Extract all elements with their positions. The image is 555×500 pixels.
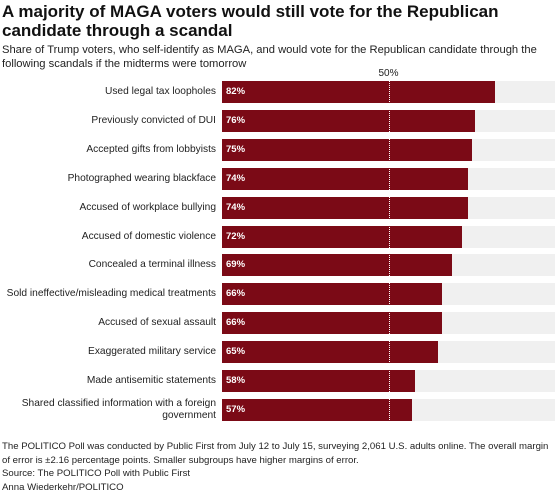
value-label: 58%	[226, 375, 246, 386]
y-tick-label: Concealed a terminal illness	[4, 250, 216, 280]
bar	[222, 370, 416, 392]
category-label: Accused of domestic violence	[81, 230, 216, 242]
bar	[222, 138, 472, 161]
y-tick-label: Accepted gifts from lobbyists	[4, 135, 216, 165]
y-tick-label: Shared classified information with a for…	[4, 395, 216, 425]
bar	[222, 167, 469, 190]
value-label: 74%	[226, 172, 246, 184]
credit: Anna Wiederkehr/POLITICO	[2, 481, 124, 493]
category-label: Shared classified information with a for…	[21, 397, 216, 421]
category-label: Photographed wearing blackface	[67, 172, 216, 184]
y-tick-label: Accused of domestic violence	[4, 222, 216, 252]
category-label: Sold ineffective/misleading medical trea…	[6, 288, 216, 300]
category-label: Accepted gifts from lobbyists	[86, 143, 216, 155]
footer: The POLITICO Poll was conducted by Publi…	[2, 440, 552, 494]
y-tick-label: Previously convicted of DUI	[4, 106, 216, 136]
source: Source: The POLITICO Poll with Public Fi…	[2, 468, 191, 479]
bar	[222, 283, 442, 306]
bar	[222, 196, 469, 219]
category-label: Used legal tax loopholes	[104, 86, 216, 97]
category-label: Accused of workplace bullying	[79, 201, 216, 213]
category-label: Exaggerated military service	[88, 346, 216, 358]
category-label: Accused of sexual assault	[98, 317, 216, 329]
y-tick-label: Accused of workplace bullying	[4, 193, 216, 223]
value-label: 76%	[226, 114, 246, 126]
y-tick-label: Sold ineffective/misleading medical trea…	[4, 279, 216, 309]
bar	[222, 398, 412, 421]
x-tick-label: 50%	[378, 68, 399, 79]
chart-title: A majority of MAGA voters would still vo…	[2, 2, 499, 40]
category-label: Previously convicted of DUI	[91, 114, 216, 126]
value-label: 66%	[226, 288, 246, 300]
value-label: 66%	[226, 317, 246, 329]
category-label: Made antisemitic statements	[86, 375, 216, 386]
y-tick-label: Photographed wearing blackface	[4, 164, 216, 194]
bar	[222, 312, 442, 335]
y-tick-label: Exaggerated military service	[4, 337, 216, 367]
y-tick-label: Accused of sexual assault	[4, 308, 216, 338]
bar	[222, 109, 476, 132]
reference-line	[388, 79, 390, 426]
value-label: 72%	[226, 230, 246, 242]
chart-subtitle: Share of Trump voters, who self-identify…	[2, 44, 537, 70]
note: The POLITICO Poll was conducted by Publi…	[2, 441, 549, 466]
value-label: 75%	[226, 143, 246, 155]
y-tick-label: Made antisemitic statements	[4, 366, 216, 396]
value-label: 69%	[226, 259, 246, 271]
bar	[222, 254, 452, 277]
bar	[222, 81, 496, 103]
bar	[222, 341, 439, 364]
category-label: Concealed a terminal illness	[88, 259, 216, 271]
value-label: 57%	[226, 403, 246, 415]
value-label: 65%	[226, 346, 246, 358]
bar	[222, 225, 462, 248]
y-tick-label: Used legal tax loopholes	[4, 77, 216, 107]
value-label: 82%	[226, 86, 246, 97]
value-label: 74%	[226, 201, 246, 213]
